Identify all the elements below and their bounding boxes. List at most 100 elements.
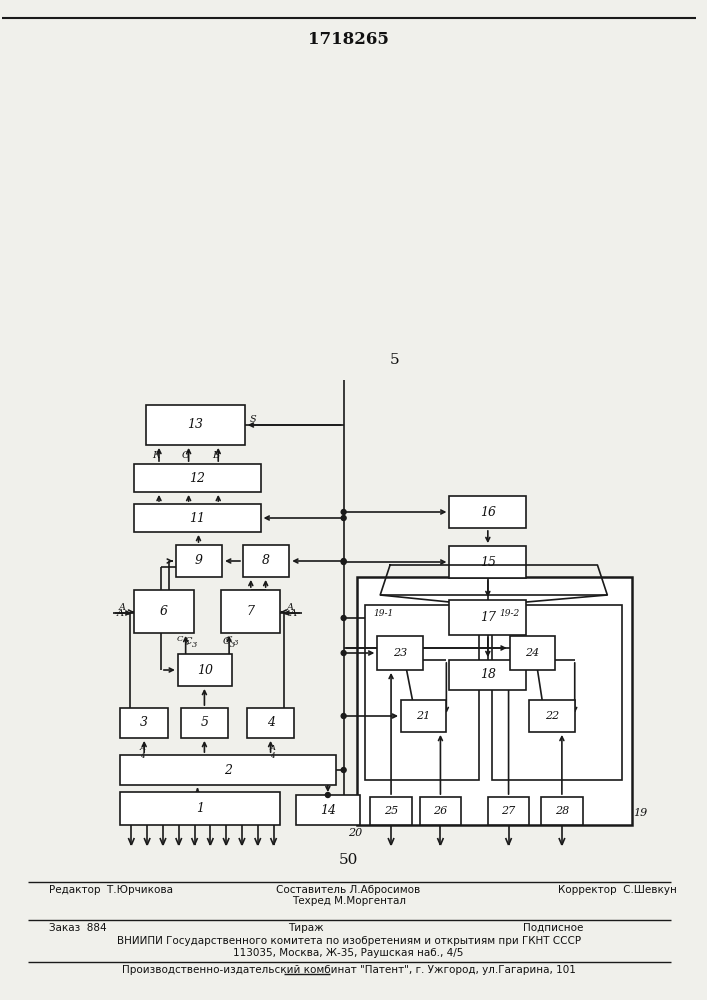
Text: 21: 21 — [416, 711, 431, 721]
Text: 25: 25 — [384, 806, 398, 816]
Circle shape — [341, 768, 346, 772]
Text: 7: 7 — [247, 605, 255, 618]
Text: 4: 4 — [267, 716, 274, 730]
Text: 28: 28 — [555, 806, 569, 816]
Text: B: B — [211, 452, 219, 460]
Bar — [247, 708, 294, 738]
Text: A: A — [269, 744, 276, 752]
Text: 50: 50 — [339, 853, 358, 867]
Circle shape — [325, 792, 330, 798]
Bar — [450, 546, 526, 578]
Text: 3: 3 — [192, 641, 197, 649]
Text: C: C — [185, 637, 192, 646]
Text: A: A — [290, 608, 297, 617]
Bar — [450, 660, 526, 690]
Text: 9: 9 — [195, 554, 203, 568]
Text: 5: 5 — [200, 716, 209, 730]
Bar — [181, 708, 228, 738]
Text: A: A — [139, 744, 145, 752]
Text: 19: 19 — [633, 808, 647, 818]
Text: 13: 13 — [187, 418, 204, 432]
Text: 3: 3 — [140, 716, 148, 730]
Text: 16: 16 — [480, 506, 496, 518]
Bar — [296, 795, 361, 825]
Bar — [530, 700, 575, 732]
Circle shape — [341, 650, 346, 656]
Bar — [488, 797, 530, 825]
Text: 22: 22 — [545, 711, 559, 721]
Text: Составитель Л.Абросимов: Составитель Л.Абросимов — [276, 885, 421, 895]
Text: 11: 11 — [189, 512, 206, 524]
Bar — [450, 600, 526, 635]
Text: 23: 23 — [393, 648, 407, 658]
Bar — [401, 700, 446, 732]
Bar — [221, 590, 281, 633]
Text: 15: 15 — [480, 556, 496, 568]
Bar — [176, 545, 222, 577]
Text: 4: 4 — [140, 752, 144, 760]
Text: 24: 24 — [525, 648, 539, 658]
Circle shape — [341, 510, 346, 514]
Text: 113035, Москва, Ж-35, Раушская наб., 4/5: 113035, Москва, Ж-35, Раушская наб., 4/5 — [233, 948, 464, 958]
Text: C: C — [226, 635, 233, 643]
Text: R: R — [152, 452, 160, 460]
Text: 26: 26 — [433, 806, 448, 816]
Text: Производственно-издательский комбинат "Патент", г. Ужгород, ул.Гагарина, 101: Производственно-издательский комбинат "П… — [122, 965, 575, 975]
Text: C: C — [177, 635, 183, 643]
Text: 6: 6 — [160, 605, 168, 618]
Circle shape — [341, 560, 346, 564]
Text: 5: 5 — [390, 353, 400, 367]
Text: 12: 12 — [189, 472, 206, 485]
Text: 3: 3 — [185, 639, 190, 647]
Circle shape — [341, 558, 346, 564]
Bar — [243, 545, 289, 577]
Bar — [450, 496, 526, 528]
Text: 20: 20 — [349, 828, 363, 838]
Bar — [420, 797, 461, 825]
Text: 27: 27 — [501, 806, 515, 816]
Bar — [134, 504, 261, 532]
Text: Корректор  С.Шевкун: Корректор С.Шевкун — [558, 885, 677, 895]
Bar — [120, 755, 336, 785]
Text: 17: 17 — [480, 611, 496, 624]
Bar — [134, 464, 261, 492]
Bar — [492, 605, 622, 780]
Circle shape — [341, 615, 346, 620]
Text: 8: 8 — [262, 554, 270, 568]
Text: 1718265: 1718265 — [308, 31, 389, 48]
Text: A: A — [117, 608, 124, 617]
Text: G: G — [182, 452, 189, 460]
Bar — [120, 708, 168, 738]
Text: 2: 2 — [224, 764, 232, 776]
Circle shape — [341, 714, 346, 718]
Text: A: A — [287, 602, 294, 611]
Bar — [378, 636, 423, 670]
Text: Заказ  884: Заказ 884 — [49, 923, 107, 933]
Text: C: C — [223, 637, 230, 646]
Text: ВНИИПИ Государственного комитета по изобретениям и открытиям при ГКНТ СССР: ВНИИПИ Государственного комитета по изоб… — [117, 936, 580, 946]
Text: 4: 4 — [270, 752, 275, 760]
Text: Тираж: Тираж — [288, 923, 324, 933]
Text: 19-1: 19-1 — [373, 608, 394, 617]
Circle shape — [341, 516, 346, 520]
Text: S: S — [250, 414, 256, 424]
Text: 18: 18 — [480, 668, 496, 682]
Bar — [510, 636, 555, 670]
Text: 14: 14 — [320, 804, 337, 816]
Text: 1: 1 — [197, 802, 204, 815]
Text: 3: 3 — [234, 639, 238, 647]
Text: Редактор  Т.Юрчикова: Редактор Т.Юрчикова — [49, 885, 173, 895]
Bar — [541, 797, 583, 825]
Bar — [370, 797, 411, 825]
Text: Подписное: Подписное — [523, 923, 584, 933]
Text: 19-2: 19-2 — [500, 608, 520, 617]
Bar — [146, 405, 245, 445]
Bar — [120, 792, 281, 825]
Bar — [177, 654, 232, 686]
Text: A: A — [119, 602, 126, 611]
Text: 3: 3 — [230, 641, 235, 649]
Bar — [134, 590, 194, 633]
Text: Техред М.Моргентал: Техред М.Моргентал — [291, 896, 406, 906]
Text: 10: 10 — [197, 664, 213, 676]
Bar — [366, 605, 479, 780]
